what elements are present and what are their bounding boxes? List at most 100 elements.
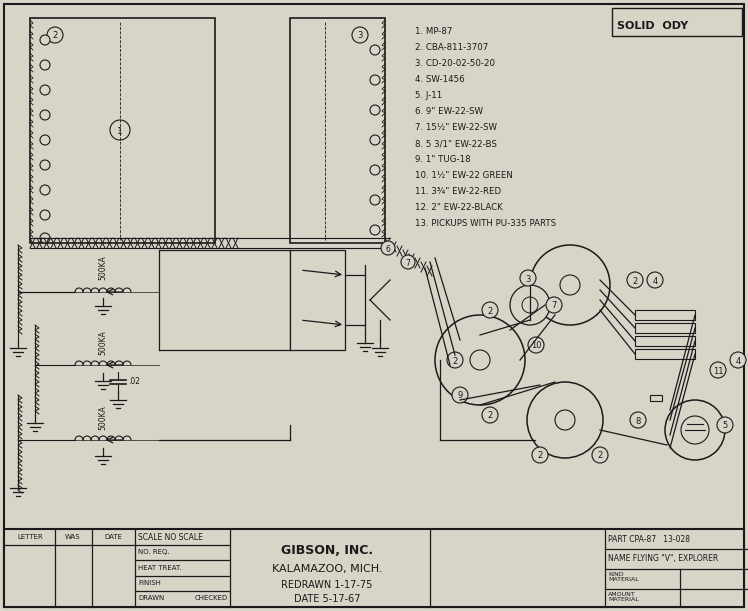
Circle shape [40, 35, 50, 45]
Text: 3: 3 [358, 32, 363, 40]
Circle shape [447, 352, 463, 368]
Text: 3. CD-20-02-50-20: 3. CD-20-02-50-20 [415, 59, 495, 68]
Text: NAME FLYING "V", EXPLORER: NAME FLYING "V", EXPLORER [608, 555, 718, 563]
Text: GIBSON, INC.: GIBSON, INC. [281, 544, 373, 557]
Circle shape [560, 275, 580, 295]
Text: DATE 5-17-67: DATE 5-17-67 [294, 594, 361, 604]
Text: 2: 2 [453, 356, 458, 365]
Text: FINISH: FINISH [138, 580, 161, 586]
Bar [290, 18, 385, 243]
Bar [635, 349, 695, 359]
Circle shape [627, 272, 643, 288]
Text: 9: 9 [457, 392, 462, 400]
Bar [4, 529, 744, 607]
Text: SCALE NO SCALE: SCALE NO SCALE [138, 533, 203, 541]
Circle shape [528, 337, 544, 353]
Text: 12. 2" EW-22-BLACK: 12. 2" EW-22-BLACK [415, 203, 503, 213]
Text: KALAMAZOO, MICH.: KALAMAZOO, MICH. [272, 564, 382, 574]
Circle shape [532, 447, 548, 463]
Circle shape [40, 185, 50, 195]
Circle shape [40, 233, 50, 243]
Circle shape [47, 27, 63, 43]
Text: 5. J-11: 5. J-11 [415, 92, 442, 100]
Text: 500KA: 500KA [99, 405, 108, 430]
Circle shape [40, 60, 50, 70]
Circle shape [401, 255, 415, 269]
Text: 9. 1" TUG-18: 9. 1" TUG-18 [415, 156, 470, 164]
Bar [30, 18, 215, 243]
Circle shape [370, 75, 380, 85]
Text: 7: 7 [405, 258, 411, 268]
Text: 1: 1 [117, 126, 123, 136]
Text: 7. 15½" EW-22-SW: 7. 15½" EW-22-SW [415, 123, 497, 133]
Text: LETTER: LETTER [17, 534, 43, 540]
Circle shape [630, 412, 646, 428]
Text: HEAT TREAT.: HEAT TREAT. [138, 565, 182, 571]
Circle shape [520, 270, 536, 286]
Text: 2: 2 [488, 411, 493, 420]
Text: 5: 5 [723, 422, 728, 431]
Circle shape [592, 447, 608, 463]
Circle shape [370, 195, 380, 205]
Circle shape [40, 85, 50, 95]
Text: 6: 6 [385, 244, 390, 254]
Circle shape [40, 110, 50, 120]
Text: 8. 5 3/1" EW-22-BS: 8. 5 3/1" EW-22-BS [415, 139, 497, 148]
Bar [612, 8, 742, 36]
Text: SOLID  ODY: SOLID ODY [617, 21, 688, 31]
Text: 4: 4 [735, 356, 741, 365]
Circle shape [352, 27, 368, 43]
Text: PART CPA-87   13-028: PART CPA-87 13-028 [608, 535, 690, 544]
Text: 13. PICKUPS WITH PU-335 PARTS: 13. PICKUPS WITH PU-335 PARTS [415, 219, 556, 229]
Circle shape [370, 225, 380, 235]
Bar [650, 395, 662, 401]
Circle shape [40, 160, 50, 170]
Bar [635, 310, 695, 320]
Text: 4. SW-1456: 4. SW-1456 [415, 76, 465, 84]
Circle shape [510, 285, 550, 325]
Circle shape [665, 400, 725, 460]
Text: AMOUNT
MATERIAL: AMOUNT MATERIAL [608, 591, 639, 602]
Circle shape [370, 165, 380, 175]
Text: 2: 2 [632, 277, 637, 285]
Text: REDRAWN 1-17-75: REDRAWN 1-17-75 [281, 580, 373, 590]
Circle shape [681, 416, 709, 444]
Circle shape [435, 315, 525, 405]
Bar [290, 250, 345, 350]
Circle shape [110, 120, 130, 140]
Circle shape [546, 297, 562, 313]
Circle shape [452, 387, 468, 403]
Bar [635, 336, 695, 346]
Circle shape [370, 135, 380, 145]
Circle shape [370, 105, 380, 115]
Text: DATE: DATE [104, 534, 122, 540]
Text: 2. CBA-811-3707: 2. CBA-811-3707 [415, 43, 488, 53]
Text: 8: 8 [635, 417, 641, 425]
Text: 2: 2 [537, 452, 542, 461]
Text: NO. REQ.: NO. REQ. [138, 549, 170, 555]
Text: 6. 9" EW-22-SW: 6. 9" EW-22-SW [415, 108, 483, 117]
Text: 11. 3¾" EW-22-RED: 11. 3¾" EW-22-RED [415, 188, 501, 197]
Text: 2: 2 [598, 452, 603, 461]
Text: 3: 3 [525, 274, 530, 284]
Circle shape [482, 407, 498, 423]
Text: WAS: WAS [65, 534, 81, 540]
Circle shape [40, 210, 50, 220]
Circle shape [717, 417, 733, 433]
Text: 2: 2 [488, 307, 493, 315]
Circle shape [730, 352, 746, 368]
Text: CHECKED: CHECKED [195, 595, 228, 601]
Bar [635, 323, 695, 333]
Text: 4: 4 [652, 277, 657, 285]
Circle shape [522, 297, 538, 313]
Text: 10. 1½" EW-22 GREEN: 10. 1½" EW-22 GREEN [415, 172, 513, 180]
Circle shape [381, 241, 395, 255]
Circle shape [710, 362, 726, 378]
Text: 500KA: 500KA [99, 255, 108, 280]
Circle shape [555, 410, 575, 430]
Circle shape [470, 350, 490, 370]
Circle shape [482, 302, 498, 318]
Circle shape [40, 135, 50, 145]
Circle shape [647, 272, 663, 288]
Text: KIND
MATERIAL: KIND MATERIAL [608, 572, 639, 582]
